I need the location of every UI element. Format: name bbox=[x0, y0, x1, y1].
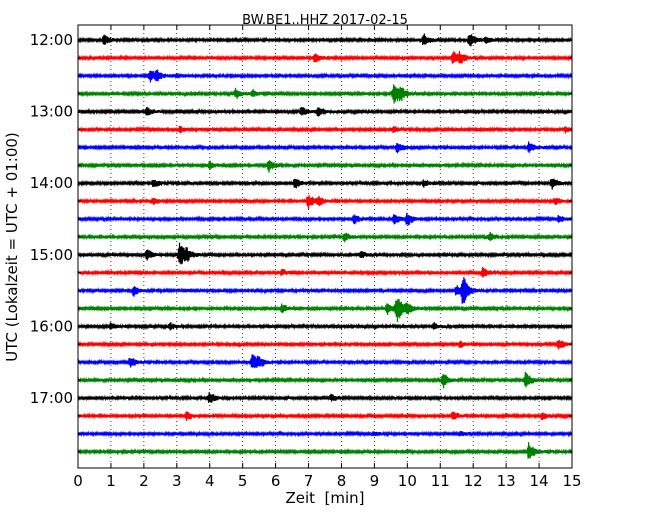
trace-13-15 bbox=[77, 125, 573, 134]
x-tick-label-13: 13 bbox=[497, 472, 516, 490]
trace-15-45 bbox=[77, 298, 573, 323]
trace-12-15 bbox=[77, 50, 573, 64]
trace-17-00 bbox=[77, 392, 573, 403]
seismic-traces bbox=[77, 33, 573, 459]
plot-frame bbox=[77, 24, 573, 469]
y-tick-label-3: 15:00 bbox=[30, 246, 73, 264]
y-tick-label-2: 14:00 bbox=[30, 174, 73, 192]
trace-13-45 bbox=[77, 160, 573, 173]
x-axis-label: Zeit [min] bbox=[285, 489, 364, 507]
x-tick-label-6: 6 bbox=[271, 472, 281, 490]
trace-14-45 bbox=[77, 231, 573, 243]
y-axis: 12:00 13:00 14:00 15:00 16:00 17:00 bbox=[30, 31, 572, 453]
x-tick-label-12: 12 bbox=[464, 472, 483, 490]
trace-13-30 bbox=[77, 141, 573, 154]
trace-14-15 bbox=[77, 194, 573, 209]
trace-17-15 bbox=[77, 411, 573, 422]
chart-title: BW.BE1..HHZ 2017-02-15 bbox=[242, 13, 408, 28]
trace-14-00 bbox=[77, 178, 573, 190]
x-tick-label-0: 0 bbox=[73, 472, 83, 490]
x-axis: 0 1 2 3 4 5 6 7 8 9 10 11 12 13 14 15 bbox=[73, 25, 582, 490]
y-axis-label: UTC (Lokalzeit = UTC + 01:00) bbox=[3, 132, 21, 362]
x-tick-label-3: 3 bbox=[172, 472, 182, 490]
x-tick-label-10: 10 bbox=[398, 472, 417, 490]
x-tick-label-7: 7 bbox=[304, 472, 314, 490]
trace-17-45 bbox=[77, 442, 573, 459]
x-tick-label-15: 15 bbox=[562, 472, 581, 490]
trace-16-00 bbox=[77, 322, 573, 331]
trace-16-30 bbox=[77, 354, 573, 369]
x-tick-label-11: 11 bbox=[431, 472, 450, 490]
trace-14-30 bbox=[77, 212, 573, 226]
x-tick-label-8: 8 bbox=[337, 472, 347, 490]
trace-16-15 bbox=[77, 340, 573, 350]
trace-15-15 bbox=[77, 267, 573, 278]
x-tick-label-2: 2 bbox=[139, 472, 149, 490]
x-tick-label-1: 1 bbox=[106, 472, 116, 490]
y-tick-label-1: 13:00 bbox=[30, 103, 73, 121]
trace-12-00 bbox=[77, 33, 573, 47]
y-tick-label-5: 17:00 bbox=[30, 389, 73, 407]
trace-12-45 bbox=[77, 84, 573, 104]
trace-16-45 bbox=[77, 371, 573, 389]
y-tick-label-4: 16:00 bbox=[30, 317, 73, 335]
trace-15-30 bbox=[77, 277, 573, 304]
x-tick-label-9: 9 bbox=[370, 472, 380, 490]
trace-15-00 bbox=[77, 242, 573, 265]
trace-13-00 bbox=[77, 107, 573, 117]
x-tick-label-14: 14 bbox=[530, 472, 549, 490]
y-tick-label-0: 12:00 bbox=[30, 31, 73, 49]
trace-12-30 bbox=[77, 69, 573, 83]
trace-17-30 bbox=[77, 430, 573, 438]
x-tick-label-5: 5 bbox=[238, 472, 248, 490]
x-tick-label-4: 4 bbox=[205, 472, 215, 490]
